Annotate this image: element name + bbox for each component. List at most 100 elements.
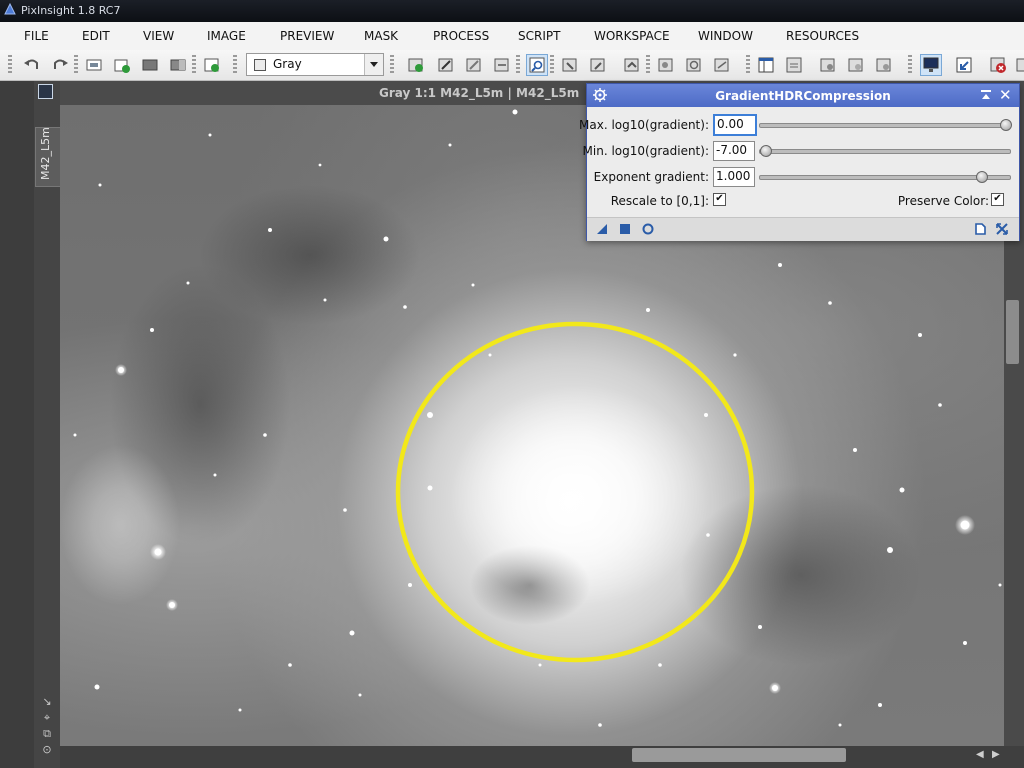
min-gradient-label: Min. log10(gradient):: [582, 144, 709, 158]
new-window-icon: [204, 58, 219, 72]
edit-preview-button[interactable]: [436, 55, 456, 75]
zoom-fit-icon[interactable]: ⌖: [43, 711, 51, 724]
process-icon: [714, 58, 729, 72]
documentation-icon[interactable]: [973, 222, 987, 236]
max-gradient-input[interactable]: 0.00: [713, 114, 757, 136]
exponent-gradient-slider[interactable]: [759, 171, 1011, 183]
max-gradient-slider-handle[interactable]: [1000, 119, 1012, 131]
gear-icon[interactable]: [592, 87, 608, 103]
rescale-checkbox[interactable]: ✔: [713, 193, 726, 206]
new-image-button[interactable]: [84, 55, 104, 75]
scroll-right-arrow-icon[interactable]: ▶: [992, 749, 1000, 760]
preserve-color-checkbox[interactable]: ✔: [991, 193, 1004, 206]
toolbar-grip[interactable]: [516, 55, 520, 75]
menu-workspace[interactable]: WORKSPACE: [594, 29, 670, 43]
undo-icon: [24, 59, 38, 69]
process-tool-button[interactable]: [656, 55, 676, 75]
vertical-scroll-thumb[interactable]: [1006, 300, 1019, 364]
menu-image[interactable]: IMAGE: [207, 29, 246, 43]
dialog-footer: [587, 217, 1019, 241]
redo-button[interactable]: [50, 55, 70, 75]
open-image-icon: [114, 59, 130, 73]
view-tool-button-2[interactable]: [846, 55, 866, 75]
fit-view-icon[interactable]: ↘: [42, 695, 52, 708]
scroll-left-arrow-icon[interactable]: ◀: [976, 749, 984, 760]
toolbar-grip[interactable]: [233, 55, 237, 75]
toolbar-grip[interactable]: [192, 55, 196, 75]
app-title: PixInsight 1.8 RC7: [21, 4, 121, 17]
mask-tool-button-2[interactable]: [588, 55, 608, 75]
toolbar-grip[interactable]: [746, 55, 750, 75]
mask-tool-button[interactable]: [560, 55, 580, 75]
process-tool-button-3[interactable]: [712, 55, 732, 75]
view-icon: [848, 58, 863, 72]
zoom-tool-button[interactable]: [526, 54, 548, 76]
preview-edit-icon: [438, 58, 453, 72]
menu-window[interactable]: WINDOW: [698, 29, 753, 43]
close-image-button[interactable]: [988, 55, 1008, 75]
process-tool-button-2[interactable]: [684, 55, 704, 75]
highlight-circle: [395, 321, 755, 663]
more-toolbar-button[interactable]: [1014, 55, 1024, 75]
exponent-gradient-slider-handle[interactable]: [976, 171, 988, 183]
shade-icon[interactable]: [979, 88, 993, 102]
toolbar-grip[interactable]: [908, 55, 912, 75]
menu-script[interactable]: SCRIPT: [518, 29, 561, 43]
horizontal-scroll-thumb[interactable]: [632, 748, 846, 762]
toolbar-grip[interactable]: [8, 55, 12, 75]
rescale-label: Rescale to [0,1]:: [610, 194, 709, 208]
menu-preview[interactable]: PREVIEW: [280, 29, 335, 43]
vertical-scrollbar[interactable]: [1004, 105, 1024, 746]
restore-window-icon[interactable]: ⧉: [43, 727, 51, 740]
view-info-icon[interactable]: ⊙: [42, 743, 52, 756]
monitor-icon: [923, 57, 939, 72]
view-tool-button-3[interactable]: [874, 55, 894, 75]
toolbar-grip[interactable]: [74, 55, 78, 75]
chevron-down-icon[interactable]: [364, 54, 383, 75]
apply-global-icon[interactable]: [641, 222, 655, 236]
horizontal-scrollbar[interactable]: [60, 746, 1024, 768]
toolbar-grip[interactable]: [646, 55, 650, 75]
menu-view[interactable]: VIEW: [143, 29, 175, 43]
close-icon[interactable]: ✕: [999, 86, 1012, 104]
preview-tool-button-2[interactable]: [492, 55, 512, 75]
mask-tool-button-3[interactable]: [622, 55, 642, 75]
new-preview-tool-button[interactable]: [406, 55, 426, 75]
preserve-color-label: Preserve Color:: [897, 194, 989, 208]
view-tab-label: M42_L5m: [39, 127, 52, 180]
menu-process[interactable]: PROCESS: [433, 29, 490, 43]
undo-button[interactable]: [22, 55, 42, 75]
image-window-icon[interactable]: [38, 84, 53, 99]
exponent-gradient-input[interactable]: 1.000: [713, 167, 755, 187]
view-tab[interactable]: M42_L5m: [35, 127, 60, 187]
exponent-gradient-label: Exponent gradient:: [593, 170, 709, 184]
reset-icon[interactable]: [995, 222, 1009, 236]
window-layout-button[interactable]: [756, 55, 776, 75]
apply-square-icon[interactable]: [618, 222, 632, 236]
options-row: Rescale to [0,1]: ✔ Preserve Color: ✔: [587, 189, 1019, 211]
open-image-button[interactable]: [112, 55, 132, 75]
preview-tool-button[interactable]: [464, 55, 484, 75]
toolbar-grip[interactable]: [550, 55, 554, 75]
import-button[interactable]: [954, 55, 974, 75]
screen-transfer-button[interactable]: [920, 54, 942, 76]
menu-file[interactable]: FILE: [24, 29, 49, 43]
max-gradient-slider[interactable]: [759, 119, 1012, 131]
menu-edit[interactable]: EDIT: [82, 29, 110, 43]
exponent-gradient-row: Exponent gradient: 1.000: [587, 165, 1019, 187]
new-preview-button[interactable]: [202, 55, 222, 75]
image-tool-button[interactable]: [140, 55, 160, 75]
toolbar-grip[interactable]: [390, 55, 394, 75]
menu-resources[interactable]: RESOURCES: [786, 29, 860, 43]
min-gradient-input[interactable]: -7.00: [713, 141, 755, 161]
image-tool-button-2[interactable]: [168, 55, 188, 75]
dialog-title-bar[interactable]: GradientHDRCompression ✕: [587, 84, 1019, 107]
min-gradient-slider-handle[interactable]: [760, 145, 772, 157]
window-tile-button[interactable]: [784, 55, 804, 75]
new-instance-icon[interactable]: [595, 222, 609, 236]
colorspace-select[interactable]: Gray: [246, 53, 384, 76]
view-tool-button[interactable]: [818, 55, 838, 75]
menu-bar: FILE EDIT VIEW IMAGE PREVIEW MASK PROCES…: [0, 22, 1024, 51]
menu-mask[interactable]: MASK: [364, 29, 399, 43]
min-gradient-slider[interactable]: [759, 145, 1011, 157]
